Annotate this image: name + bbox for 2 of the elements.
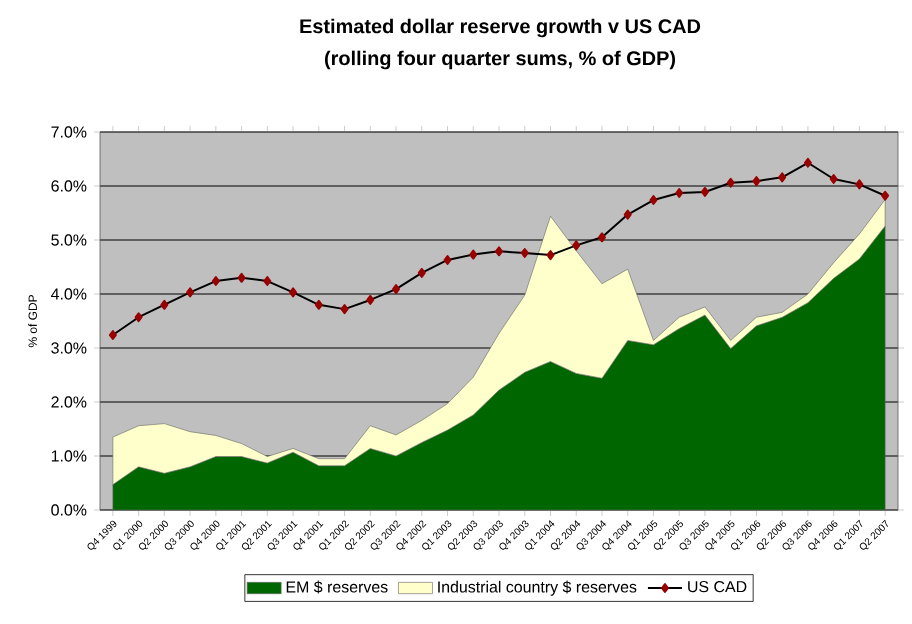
chart-title: Estimated dollar reserve growth v US CAD (300, 18, 701, 38)
chart-subtitle: (rolling four quarter sums, % of GDP) (324, 50, 676, 70)
